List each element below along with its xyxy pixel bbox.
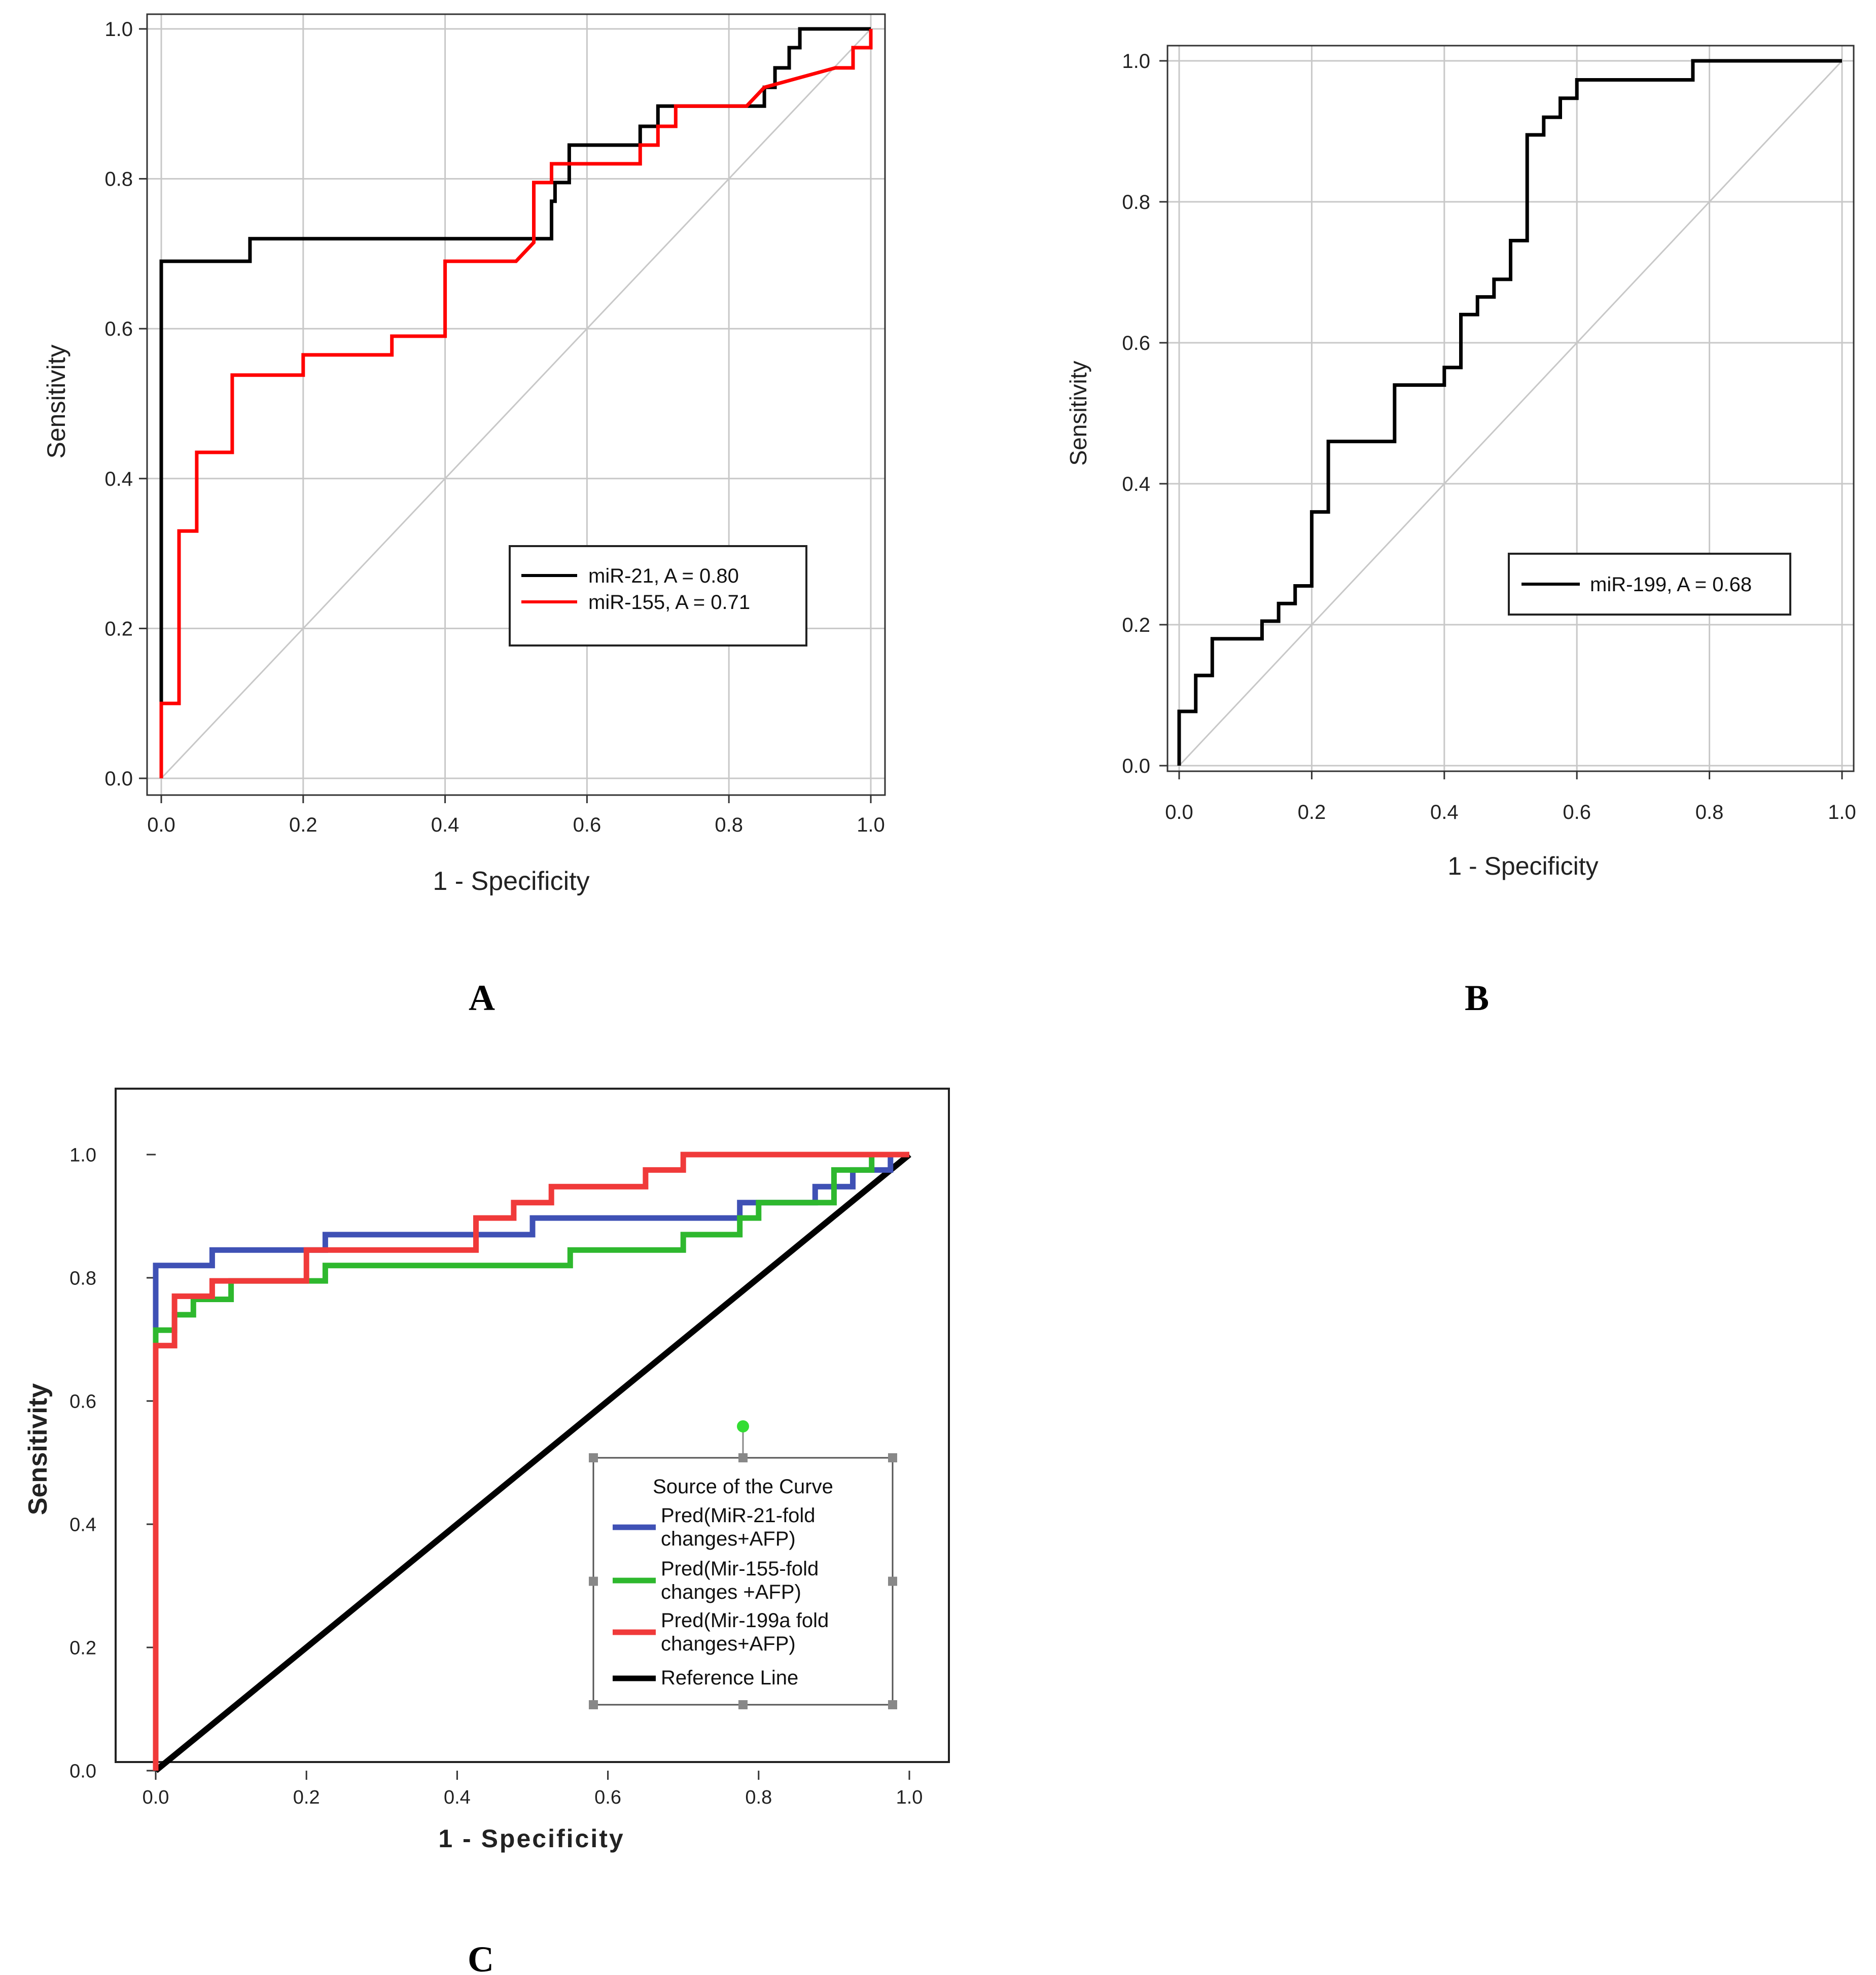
x-tick-label: 0.2 xyxy=(1298,801,1326,823)
panel-label-b: B xyxy=(1465,978,1489,1018)
chart-a-plot: 0.0 0.2 0.4 0.6 0.8 1.0 0.0 0.2 0.4 0.6 0.8 1.0 xyxy=(104,13,886,836)
x-tick-label: 1.0 xyxy=(1828,801,1856,823)
resize-handle[interactable] xyxy=(589,1453,598,1462)
y-tick-label: 1.0 xyxy=(104,18,133,41)
series-line-0 xyxy=(1177,59,1842,766)
chart-c-legend: Source of the CurvePred(MiR-21-foldchang… xyxy=(589,1420,897,1709)
reference-diagonal xyxy=(160,28,872,779)
y-tick-label: 0.2 xyxy=(104,618,133,640)
legend-label: miR-155, A = 0.71 xyxy=(588,591,750,614)
y-tick-label: 0.0 xyxy=(69,1761,96,1782)
chart-b-legend: miR-199, A = 0.68 xyxy=(1508,553,1791,616)
y-tick-label: 0.2 xyxy=(1122,614,1150,636)
legend-label: Reference Line xyxy=(661,1667,798,1689)
y-tick-label: 0.4 xyxy=(1122,473,1150,495)
y-tick-label: 0.4 xyxy=(69,1514,96,1535)
y-tick-label: 0.8 xyxy=(1122,191,1150,213)
x-tick-label: 0.0 xyxy=(147,814,175,836)
rotate-handle[interactable] xyxy=(737,1420,749,1432)
chart-a-y-axis-label: Sensitivity xyxy=(42,344,70,458)
legend-label: changes+AFP) xyxy=(661,1633,796,1655)
y-tick-label: 0.6 xyxy=(1122,332,1150,354)
x-tick-label: 0.4 xyxy=(1430,801,1459,823)
y-tick-label: 0.8 xyxy=(104,168,133,191)
reference-diagonal xyxy=(1178,60,1843,767)
chart-b-plot: 0.0 0.2 0.4 0.6 0.8 1.0 0.0 0.2 0.4 0.6 0.8 1.0 xyxy=(1122,45,1856,823)
roc-chart-b: 0.0 0.2 0.4 0.6 0.8 1.0 0.0 0.2 0.4 0.6 0.8 1.0 1 -… xyxy=(1065,45,1856,880)
chart-c-plot: 0.0 0.2 0.4 0.6 0.8 1.0 0.0 0.2 0.4 0.6 0.8 1.0 xyxy=(69,1144,923,1808)
x-tick-label: 0.0 xyxy=(1165,801,1193,823)
legend-title: Source of the Curve xyxy=(653,1476,833,1498)
legend-label: miR-21, A = 0.80 xyxy=(588,565,739,587)
x-tick-label: 0.8 xyxy=(1695,801,1724,823)
y-tick-label: 0.8 xyxy=(69,1268,96,1289)
legend-label: Pred(MiR-21-fold xyxy=(661,1504,816,1527)
resize-handle[interactable] xyxy=(888,1700,897,1709)
series-line-1 xyxy=(153,1152,909,1771)
series-line-0 xyxy=(159,27,871,778)
x-tick-label: 0.2 xyxy=(293,1787,320,1808)
legend-label: Pred(Mir-199a fold xyxy=(661,1609,829,1632)
resize-handle[interactable] xyxy=(888,1453,897,1462)
chart-b-x-axis-label: 1 - Specificity xyxy=(1447,852,1598,880)
legend-label: changes +AFP) xyxy=(661,1581,801,1603)
x-tick-label: 0.8 xyxy=(745,1787,772,1808)
plot-frame xyxy=(146,13,886,796)
chart-c-y-axis-label: Sensitivity xyxy=(23,1383,53,1515)
y-tick-label: 1.0 xyxy=(1122,50,1150,73)
resize-handle[interactable] xyxy=(589,1700,598,1709)
y-tick-label: 0.4 xyxy=(104,468,133,490)
legend-box xyxy=(1508,553,1791,616)
series-line-1 xyxy=(159,29,873,778)
x-tick-label: 0.4 xyxy=(444,1787,471,1808)
resize-handle[interactable] xyxy=(738,1700,748,1709)
x-tick-label: 0.0 xyxy=(143,1787,169,1808)
panel-label-a: A xyxy=(469,978,495,1018)
chart-c-x-axis-label: 1 - Specificity xyxy=(438,1824,624,1853)
legend-label: Pred(Mir-155-fold xyxy=(661,1558,819,1580)
y-tick-label: 0.6 xyxy=(104,318,133,340)
chart-a-x-axis-label: 1 - Specificity xyxy=(433,867,589,896)
series-line-2 xyxy=(153,1152,909,1771)
x-tick-label: 1.0 xyxy=(896,1787,923,1808)
x-tick-label: 0.6 xyxy=(594,1787,621,1808)
x-tick-label: 0.6 xyxy=(1563,801,1591,823)
x-tick-label: 0.2 xyxy=(289,814,317,836)
x-tick-label: 0.4 xyxy=(431,814,459,836)
legend-box xyxy=(509,545,807,647)
y-tick-label: 0.6 xyxy=(69,1391,96,1412)
y-tick-label: 1.0 xyxy=(69,1144,96,1166)
legend-label: miR-199, A = 0.68 xyxy=(1590,573,1752,596)
plot-frame xyxy=(1166,45,1855,772)
roc-chart-a: 0.0 0.2 0.4 0.6 0.8 1.0 0.0 0.2 0.4 0.6 0.8 1.0 1 -… xyxy=(42,13,886,896)
legend-label: changes+AFP) xyxy=(661,1528,796,1550)
x-tick-label: 0.8 xyxy=(715,814,743,836)
resize-handle[interactable] xyxy=(888,1576,897,1586)
y-tick-label: 0.2 xyxy=(69,1637,96,1659)
roc-chart-c: 0.0 0.2 0.4 0.6 0.8 1.0 0.0 0.2 0.4 0.6 0.8 1.0 1 -… xyxy=(23,1088,950,1853)
panel-label-c: C xyxy=(468,1939,494,1975)
y-tick-label: 0.0 xyxy=(1122,755,1150,777)
resize-handle[interactable] xyxy=(589,1576,598,1586)
x-tick-label: 1.0 xyxy=(857,814,885,836)
series-line-3 xyxy=(154,1152,911,1773)
chart-b-y-axis-label: Sensitivity xyxy=(1065,361,1091,465)
x-tick-label: 0.6 xyxy=(573,814,601,836)
y-tick-label: 0.0 xyxy=(104,768,133,790)
chart-a-legend: miR-21, A = 0.80 miR-155, A = 0.71 xyxy=(509,545,807,647)
